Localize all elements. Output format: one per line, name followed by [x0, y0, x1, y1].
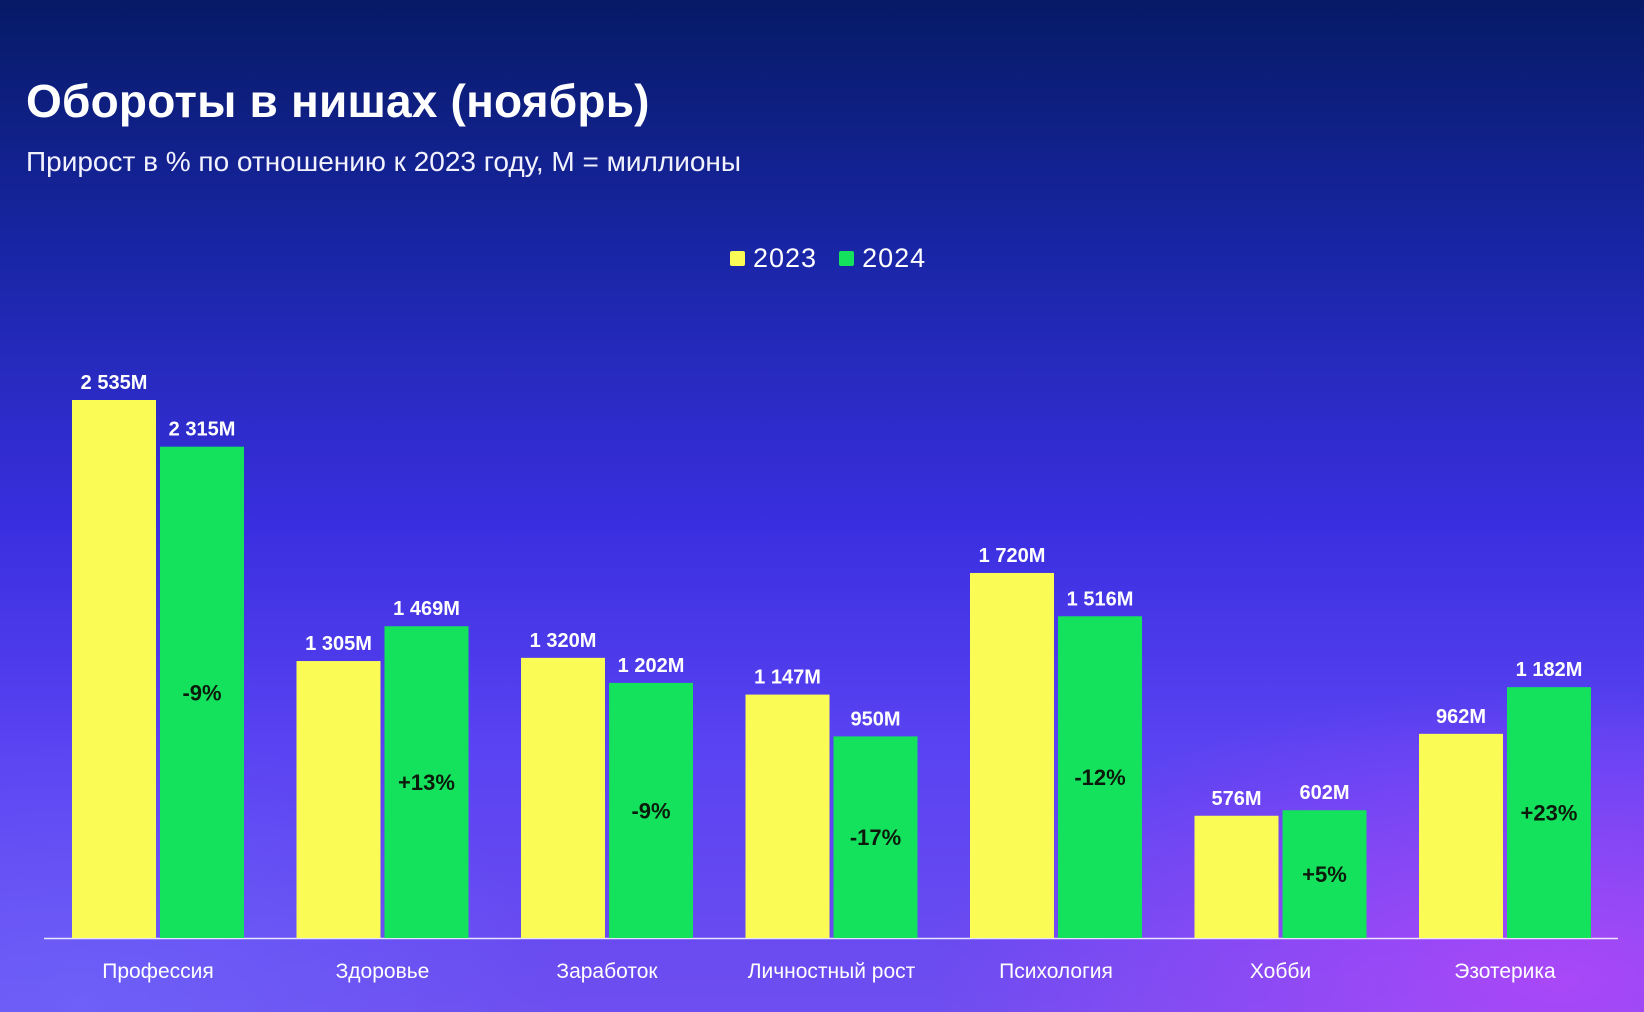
bar-2024-2 [609, 682, 693, 938]
bar-2023-2 [521, 657, 605, 938]
value-label-2023-6: 962M [1436, 706, 1486, 728]
legend-label-2024: 2024 [862, 242, 927, 273]
bar-2024-4 [1058, 616, 1142, 938]
value-label-2023-5: 576M [1211, 788, 1261, 810]
bar-2023-6 [1419, 733, 1503, 938]
value-label-2024-2: 1 202M [618, 655, 685, 677]
legend-item-2024: 2024 [839, 243, 926, 274]
bar-2023-3 [745, 694, 830, 938]
growth-label-6: +23% [1521, 801, 1578, 826]
bar-2024-6 [1507, 687, 1591, 938]
bar-2024-3 [833, 736, 918, 938]
growth-label-1: +13% [398, 770, 455, 795]
bar-2023-1 [296, 661, 381, 938]
value-label-2024-0: 2 315M [169, 419, 236, 441]
category-label-5: Хобби [1250, 960, 1311, 983]
growth-label-2: -9% [631, 798, 670, 823]
bar-2024-1 [384, 626, 469, 938]
category-label-4: Психология [999, 960, 1113, 983]
growth-label-4: -12% [1074, 765, 1125, 790]
category-label-1: Здоровье [336, 960, 430, 983]
value-label-2024-1: 1 469M [393, 598, 460, 620]
value-label-2023-1: 1 305M [305, 633, 372, 655]
value-label-2024-5: 602M [1299, 782, 1349, 804]
growth-label-3: -17% [850, 825, 901, 850]
category-label-2: Заработок [556, 960, 658, 983]
category-label-3: Личностный рост [748, 960, 916, 983]
chart-title: Обороты в нишах (ноябрь) [26, 75, 650, 127]
category-label-0: Профессия [102, 960, 214, 983]
category-label-6: Эзотерика [1454, 960, 1556, 983]
legend: 2023 2024 [730, 242, 926, 274]
bar-2024-5 [1282, 810, 1367, 938]
legend-swatch-2023 [730, 250, 745, 266]
value-label-2024-4: 1 516M [1067, 588, 1134, 610]
legend-label-2023: 2023 [753, 242, 818, 273]
growth-label-5: +5% [1302, 862, 1347, 887]
value-label-2023-2: 1 320M [530, 630, 597, 652]
growth-label-0: -9% [182, 680, 221, 705]
value-label-2023-0: 2 535M [81, 372, 148, 394]
bar-2023-4 [970, 572, 1054, 938]
legend-item-2023: 2023 [730, 243, 817, 274]
bar-2024-0 [160, 446, 244, 938]
bar-2023-0 [72, 400, 156, 938]
legend-swatch-2024 [839, 250, 855, 266]
value-label-2024-3: 950M [850, 708, 900, 730]
value-label-2024-6: 1 182M [1516, 659, 1583, 681]
value-label-2023-3: 1 147M [754, 667, 821, 689]
chart-subtitle: Прирост в % по отношению к 2023 году, M … [26, 146, 742, 177]
bar-2023-5 [1194, 815, 1279, 938]
value-label-2023-4: 1 720M [979, 545, 1046, 567]
